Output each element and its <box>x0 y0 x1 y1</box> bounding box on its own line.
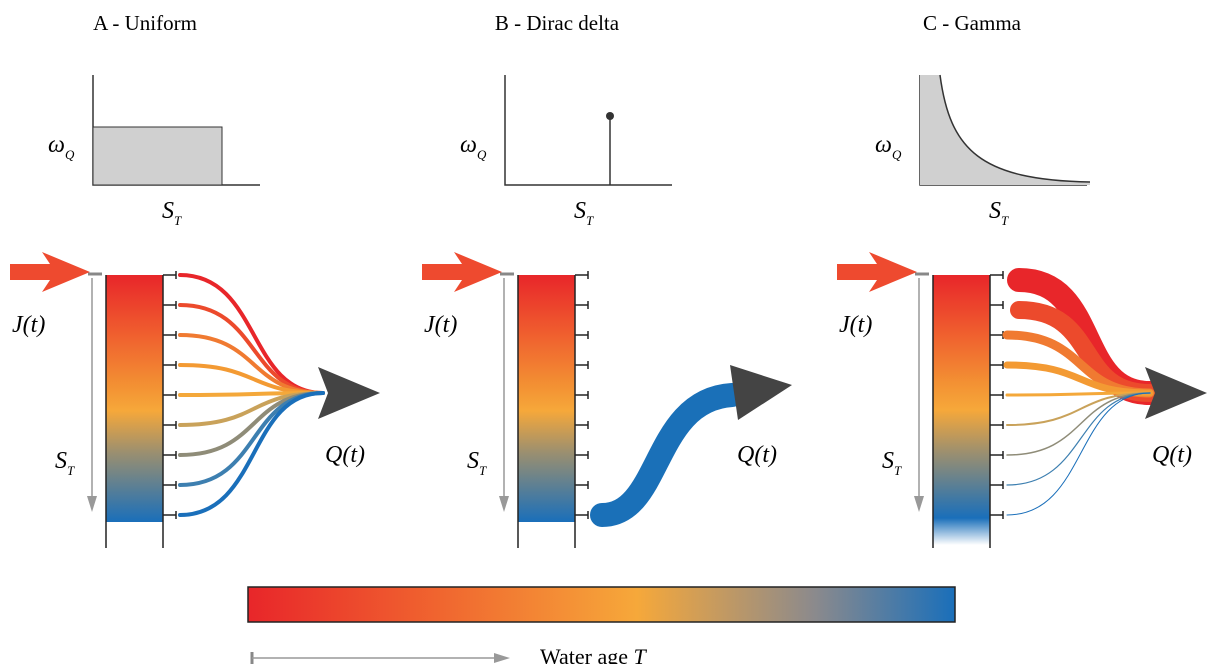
storage-fill <box>106 275 163 522</box>
legend-symbol: T <box>634 644 648 664</box>
flow <box>178 273 325 395</box>
storage-fill <box>933 275 990 545</box>
flow <box>178 391 325 517</box>
output-arrow <box>318 367 380 419</box>
storage-label-symbol: S <box>55 448 67 474</box>
flow <box>1006 392 1151 486</box>
pdf-xlabel: ST <box>989 198 1009 228</box>
pdf-xlabel-subscript: T <box>586 213 594 228</box>
pdf-ylabel-symbol: ω <box>48 132 65 158</box>
pdf-xlabel-symbol: S <box>574 198 586 224</box>
legend-text: Water age <box>540 644 628 664</box>
output-label: Q(t) <box>325 442 365 468</box>
pdf-ylabel-subscript: Q <box>892 147 902 162</box>
pdf-xlabel: ST <box>574 198 594 228</box>
storage-arrow-head <box>499 496 509 512</box>
input-label: J(t) <box>424 312 457 338</box>
storage-label: ST <box>467 448 487 478</box>
panel-title: C - Gamma <box>923 11 1022 35</box>
flow <box>178 391 325 487</box>
storage-label-subscript: T <box>894 463 902 478</box>
colorbar <box>247 586 956 623</box>
output-arrow <box>1145 367 1207 419</box>
storage-fill <box>518 275 575 522</box>
storage-label-symbol: S <box>882 448 894 474</box>
storage-arrow-head <box>87 496 97 512</box>
pdf-ylabel: ωQ <box>875 132 902 162</box>
pdf-xlabel-symbol: S <box>162 198 174 224</box>
input-label: J(t) <box>839 312 872 338</box>
pdf-ylabel-subscript: Q <box>477 147 487 162</box>
pdf-area <box>920 75 1090 185</box>
output-arrow <box>730 365 792 420</box>
output-label: Q(t) <box>737 442 777 468</box>
input-label: J(t) <box>12 312 45 338</box>
age-arrow-head <box>494 653 510 663</box>
flow <box>1006 392 1151 426</box>
output-label: Q(t) <box>1152 442 1192 468</box>
pdf-xlabel-symbol: S <box>989 198 1001 224</box>
storage-label-subscript: T <box>67 463 75 478</box>
panel-title: B - Dirac delta <box>495 11 620 35</box>
pdf-spike-dot <box>606 112 614 120</box>
pdf-xlabel: ST <box>162 198 182 228</box>
input-arrow <box>837 252 917 292</box>
pdf-ylabel-symbol: ω <box>875 132 892 158</box>
flow <box>1006 392 1151 456</box>
legend-label: Water age T <box>540 644 648 664</box>
flow <box>590 383 744 527</box>
pdf-curve <box>939 74 1091 183</box>
pdf-xlabel-subscript: T <box>1001 213 1009 228</box>
pdf-xlabel-subscript: T <box>174 213 182 228</box>
panel-title: A - Uniform <box>93 11 197 35</box>
pdf-ylabel-subscript: Q <box>65 147 75 162</box>
input-arrow <box>422 252 502 292</box>
flow <box>1006 392 1151 516</box>
pdf-area <box>92 126 223 186</box>
storage-label-subscript: T <box>479 463 487 478</box>
storage-arrow-head <box>914 496 924 512</box>
pdf-ylabel: ωQ <box>460 132 487 162</box>
storage-label: ST <box>55 448 75 478</box>
storage-label-symbol: S <box>467 448 479 474</box>
pdf-ylabel-symbol: ω <box>460 132 477 158</box>
flow <box>1005 391 1152 397</box>
pdf-ylabel: ωQ <box>48 132 75 162</box>
pdf-axes <box>504 75 672 186</box>
storage-label: ST <box>882 448 902 478</box>
input-arrow <box>10 252 90 292</box>
